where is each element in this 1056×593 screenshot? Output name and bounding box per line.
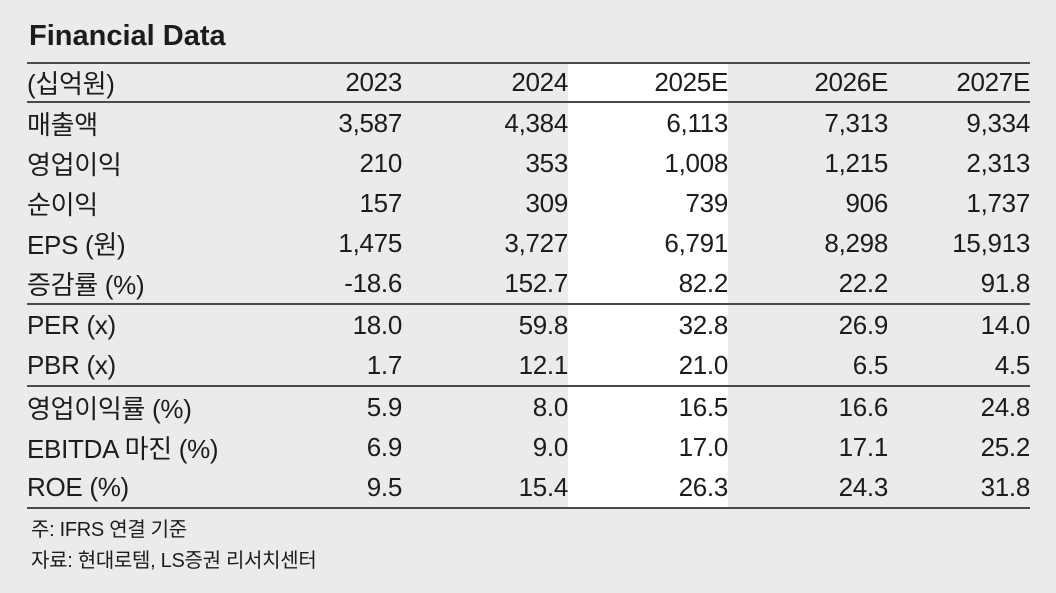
table-cell: 24.3 bbox=[728, 467, 888, 510]
footnotes: 주: IFRS 연결 기준 자료: 현대로템, LS증권 리서치센터 bbox=[31, 516, 1030, 576]
table-cell: 16.5 bbox=[568, 386, 728, 428]
table-cell: 26.3 bbox=[568, 467, 728, 510]
table-cell: 7,313 bbox=[824, 107, 888, 138]
table-cell: 8,298 bbox=[824, 227, 888, 258]
table-cell: 157 bbox=[359, 187, 402, 218]
table-cell: 26.9 bbox=[838, 309, 888, 340]
table-row: 순이익 157 309 739 906 1,737 bbox=[27, 183, 1030, 224]
table-row: 영업이익률 (%) 5.9 8.0 16.5 16.6 24.8 bbox=[27, 386, 1030, 428]
table-cell: -18.6 bbox=[300, 263, 402, 306]
table-cell: 9.5 bbox=[300, 467, 402, 510]
table-cell: 32.8 bbox=[568, 304, 728, 346]
table-cell: 31.8 bbox=[888, 467, 1030, 510]
table-cell: 22.2 bbox=[728, 263, 888, 306]
table-row: EPS (원) 1,475 3,727 6,791 8,298 15,913 bbox=[27, 223, 1030, 264]
table-cell: 15,913 bbox=[952, 227, 1030, 258]
table-cell: 9.0 bbox=[532, 431, 568, 462]
row-label: EPS (원) bbox=[27, 229, 126, 260]
row-label: PBR (x) bbox=[27, 345, 300, 388]
row-label: EBITDA 마진 (%) bbox=[27, 433, 219, 464]
table-row: PBR (x) 1.7 12.1 21.0 6.5 4.5 bbox=[27, 345, 1030, 388]
table-cell: 17.0 bbox=[568, 427, 728, 468]
table-cell: 3,727 bbox=[504, 227, 568, 258]
table-cell: 2,313 bbox=[966, 147, 1030, 178]
col-header-2027e: 2027E bbox=[888, 63, 1030, 104]
table-cell: 18.0 bbox=[352, 309, 402, 340]
row-label: 영업이익 bbox=[27, 149, 122, 180]
col-header-2023: 2023 bbox=[300, 63, 402, 104]
table-cell: 12.1 bbox=[402, 345, 568, 388]
table-cell: 1,008 bbox=[568, 143, 728, 184]
table-header-row: (십억원) 2023 2024 2025E 2026E 2027E bbox=[27, 63, 1030, 104]
footnote-basis: 주: IFRS 연결 기준 bbox=[31, 519, 187, 542]
row-label: 영업이익률 (%) bbox=[27, 393, 192, 424]
table-cell: 91.8 bbox=[888, 263, 1030, 306]
table-cell: 3,587 bbox=[338, 107, 402, 138]
row-label: 순이익 bbox=[27, 189, 98, 220]
table-cell: 15.4 bbox=[402, 467, 568, 510]
table-row: 영업이익 210 353 1,008 1,215 2,313 bbox=[27, 143, 1030, 184]
table-cell: 1.7 bbox=[300, 345, 402, 388]
col-header-2024: 2024 bbox=[402, 63, 568, 104]
table-cell: 82.2 bbox=[568, 263, 728, 306]
table-cell: 1,475 bbox=[338, 227, 402, 258]
table-cell: 906 bbox=[845, 187, 888, 218]
table-cell: 1,737 bbox=[966, 187, 1030, 218]
table-cell: 6.5 bbox=[728, 345, 888, 388]
col-header-2026e: 2026E bbox=[728, 63, 888, 104]
table-cell: 4,384 bbox=[504, 107, 568, 138]
table-cell: 6,113 bbox=[568, 102, 728, 144]
table-cell: 6,791 bbox=[568, 223, 728, 264]
table-cell: 152.7 bbox=[402, 263, 568, 306]
table-cell: 309 bbox=[525, 187, 568, 218]
table-row: ROE (%) 9.5 15.4 26.3 24.3 31.8 bbox=[27, 467, 1030, 510]
table-cell: 8.0 bbox=[532, 391, 568, 422]
table-cell: 1,215 bbox=[824, 147, 888, 178]
table-cell: 14.0 bbox=[980, 309, 1030, 340]
page-title: Financial Data bbox=[29, 20, 226, 52]
table-row: EBITDA 마진 (%) 6.9 9.0 17.0 17.1 25.2 bbox=[27, 427, 1030, 468]
table-cell: 353 bbox=[525, 147, 568, 178]
table-row: 매출액 3,587 4,384 6,113 7,313 9,334 bbox=[27, 102, 1030, 144]
table-row: 증감률 (%) -18.6 152.7 82.2 22.2 91.8 bbox=[27, 263, 1030, 306]
table-cell: 9,334 bbox=[966, 107, 1030, 138]
table-cell: 6.9 bbox=[366, 431, 402, 462]
table-cell: 24.8 bbox=[980, 391, 1030, 422]
table-cell: 25.2 bbox=[980, 431, 1030, 462]
table-row: PER (x) 18.0 59.8 32.8 26.9 14.0 bbox=[27, 304, 1030, 346]
table-cell: 16.6 bbox=[838, 391, 888, 422]
table-cell: 4.5 bbox=[888, 345, 1030, 388]
table-cell: 59.8 bbox=[518, 309, 568, 340]
table-cell: 17.1 bbox=[838, 431, 888, 462]
table-cell: 5.9 bbox=[366, 391, 402, 422]
financial-table: (십억원) 2023 2024 2025E 2026E 2027E 매출액 3,5… bbox=[27, 62, 1030, 510]
col-header-2025e: 2025E bbox=[568, 63, 728, 104]
table-cell: 739 bbox=[568, 183, 728, 224]
table-cell: 21.0 bbox=[568, 345, 728, 388]
row-label: 증감률 (%) bbox=[27, 263, 300, 306]
row-label: PER (x) bbox=[27, 309, 116, 340]
unit-label: (십억원) bbox=[27, 63, 300, 104]
row-label: ROE (%) bbox=[27, 467, 300, 510]
table-cell: 210 bbox=[359, 147, 402, 178]
footnote-source: 자료: 현대로템, LS증권 리서치센터 bbox=[31, 550, 317, 573]
row-label: 매출액 bbox=[27, 109, 98, 140]
